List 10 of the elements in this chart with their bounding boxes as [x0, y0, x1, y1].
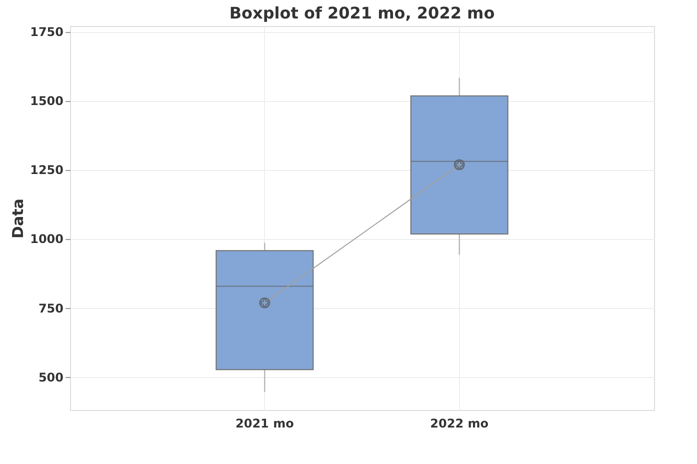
y-tick-label: 1500 [30, 94, 64, 108]
y-tick-label: 1250 [30, 163, 64, 178]
y-tick-label: 1000 [30, 232, 64, 246]
y-axis-title: Data [9, 198, 28, 238]
chart-title: Boxplot of 2021 mo, 2022 mo [229, 4, 495, 23]
y-tick-label: 500 [38, 370, 64, 384]
x-tick-label: 2022 mo [430, 416, 488, 430]
y-tick-label: 750 [38, 301, 64, 316]
x-tick-label: 2021 mo [236, 416, 294, 430]
y-tick-label: 1750 [30, 25, 64, 40]
